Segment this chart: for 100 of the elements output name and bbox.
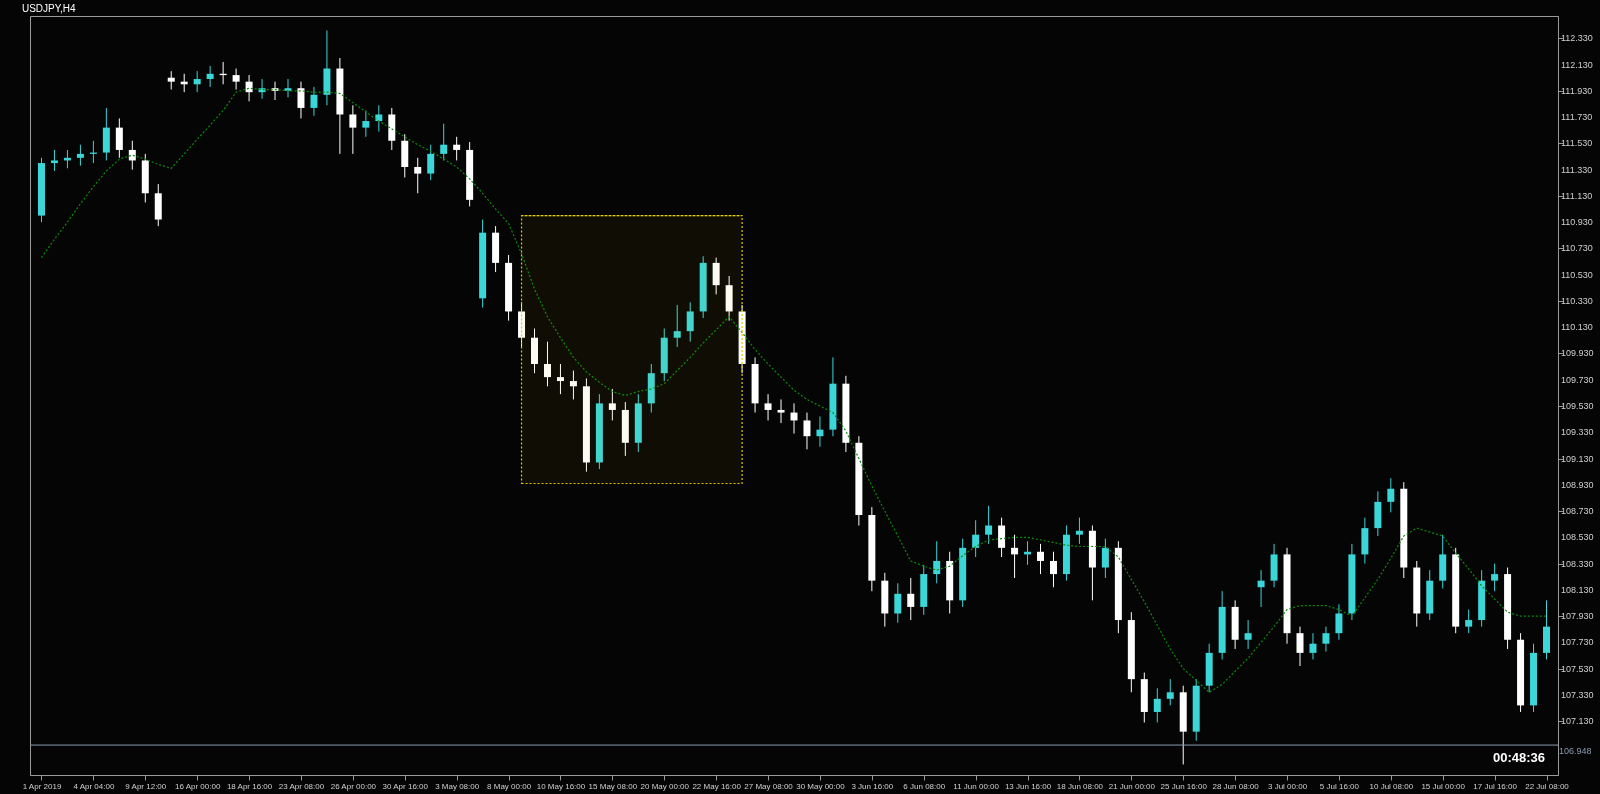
chart-title: USDJPY,H4 (21, 3, 77, 14)
x-tick-label: 21 Jun 00:00 (1108, 781, 1156, 791)
candlestick (673, 304, 681, 348)
candlestick (1166, 678, 1174, 706)
x-tick-label: 16 Apr 00:00 (174, 781, 221, 791)
candlestick (569, 370, 577, 400)
y-tick-label: 107.130 (1561, 716, 1594, 727)
candlestick (777, 398, 785, 424)
x-tick-label: 22 Jul 08:00 (1525, 781, 1570, 791)
candlestick (206, 65, 214, 88)
candlestick (907, 577, 915, 621)
y-tick-label: 112.130 (1561, 59, 1593, 70)
candlestick (1322, 626, 1330, 653)
candlestick (1387, 477, 1395, 513)
candlestick (375, 104, 383, 133)
candlestick (1011, 534, 1019, 579)
candlestick (686, 301, 694, 343)
candlestick (1075, 517, 1083, 545)
y-tick-label: 109.730 (1561, 374, 1594, 385)
candlestick (1037, 543, 1045, 575)
candlestick (1491, 563, 1499, 592)
candlestick (1244, 619, 1252, 650)
candlestick (284, 78, 292, 98)
y-tick-label: 110.330 (1561, 295, 1593, 306)
x-tick-label: 8 May 00:00 (487, 781, 532, 791)
x-tick-label: 3 Jun 16:00 (851, 781, 894, 791)
candlestick (414, 157, 422, 194)
y-tick-label: 107.930 (1561, 611, 1594, 622)
x-tick-label: 25 Jun 16:00 (1160, 781, 1208, 791)
x-tick-label: 11 Jun 00:00 (953, 781, 1000, 791)
candlestick (556, 363, 564, 395)
y-tick-label: 109.930 (1561, 348, 1594, 359)
candlestick (1335, 603, 1343, 641)
candlestick (543, 341, 551, 387)
candlestick (1257, 569, 1265, 608)
x-tick-label: 6 Jun 08:00 (903, 781, 946, 791)
y-tick-label: 108.330 (1561, 558, 1594, 569)
x-tick-label: 22 May 16:00 (692, 781, 742, 791)
x-tick-label: 10 May 16:00 (536, 781, 586, 791)
y-tick-label: 107.730 (1561, 637, 1594, 648)
y-tick-label: 111.930 (1561, 85, 1593, 96)
y-tick-label: 110.930 (1561, 217, 1593, 228)
x-tick-label: 10 Jul 08:00 (1369, 781, 1414, 791)
candlestick (115, 117, 123, 159)
candlestick (453, 136, 461, 161)
candlestick (816, 416, 824, 448)
y-tick-label: 110.530 (1561, 269, 1593, 280)
x-tick-label: 23 Apr 08:00 (278, 781, 325, 791)
candlestick (232, 68, 240, 91)
candlestick (803, 412, 811, 450)
x-tick-label: 20 May 00:00 (640, 781, 690, 791)
candlestick (76, 144, 84, 167)
candlestick (297, 81, 305, 119)
y-tick-label: 111.130 (1561, 190, 1593, 201)
candlestick (894, 582, 902, 624)
x-tick-label: 3 May 08:00 (435, 781, 480, 791)
candlestick (1101, 538, 1109, 579)
x-tick-label: 28 Jun 08:00 (1212, 781, 1260, 791)
x-tick-label: 18 Apr 16:00 (226, 781, 273, 791)
candlestick (193, 70, 201, 93)
candlestick (933, 540, 941, 584)
candlestick (764, 393, 772, 421)
x-tick-label: 13 Jun 16:00 (1004, 781, 1052, 791)
candlestick (167, 70, 175, 91)
x-tick-label: 1 Apr 2019 (22, 781, 62, 791)
y-tick-label: 111.730 (1561, 112, 1593, 123)
candlestick (362, 110, 370, 138)
candlestick (1465, 609, 1473, 634)
candlestick (998, 517, 1006, 558)
y-tick-label: 110.130 (1561, 322, 1593, 333)
candlestick (985, 505, 993, 545)
candlestick (50, 149, 58, 172)
y-tick-label: 108.530 (1561, 532, 1594, 543)
x-tick-label: 4 Apr 04:00 (73, 781, 115, 791)
x-tick-label: 30 Apr 16:00 (382, 781, 429, 791)
candlestick (608, 388, 616, 421)
candlestick (1049, 551, 1057, 588)
y-tick-label: 112.330 (1561, 33, 1593, 44)
candlestick (427, 144, 435, 181)
candlestick (1309, 632, 1317, 660)
y-tick-label: 107.330 (1561, 689, 1594, 700)
candlestick (440, 123, 448, 161)
x-tick-label: 3 Jul 00:00 (1267, 781, 1308, 791)
x-tick-label: 18 Jun 08:00 (1056, 781, 1104, 791)
y-tick-label: 108.930 (1561, 479, 1594, 490)
candlestick (271, 81, 279, 101)
candlestick (712, 257, 720, 295)
x-tick-label: 15 Jul 00:00 (1421, 781, 1466, 791)
y-tick-label: 108.130 (1561, 584, 1594, 595)
y-tick-label: 109.130 (1561, 453, 1594, 464)
y-tick-label: 111.530 (1561, 138, 1593, 149)
y-tick-label: 111.330 (1561, 164, 1593, 175)
x-tick-label: 27 May 08:00 (744, 781, 794, 791)
ref-line-label: 106.948 (1559, 746, 1592, 757)
y-tick-label: 107.530 (1561, 663, 1594, 674)
y-tick-label: 109.530 (1561, 401, 1594, 412)
candlestick (349, 104, 357, 155)
y-tick-label: 108.730 (1561, 506, 1594, 517)
candlestick (1153, 687, 1161, 723)
candlestick (972, 519, 980, 558)
